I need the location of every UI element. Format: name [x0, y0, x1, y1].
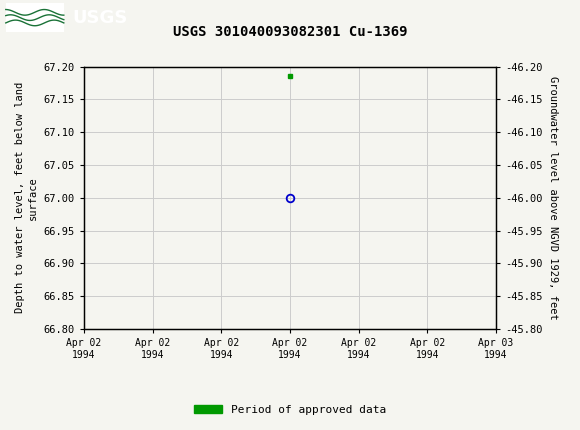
Text: USGS: USGS: [72, 9, 128, 27]
Y-axis label: Groundwater level above NGVD 1929, feet: Groundwater level above NGVD 1929, feet: [548, 76, 558, 319]
Text: USGS 301040093082301 Cu-1369: USGS 301040093082301 Cu-1369: [173, 25, 407, 39]
FancyBboxPatch shape: [6, 3, 64, 32]
Y-axis label: Depth to water level, feet below land
surface: Depth to water level, feet below land su…: [15, 82, 38, 313]
Legend: Period of approved data: Period of approved data: [190, 400, 390, 419]
